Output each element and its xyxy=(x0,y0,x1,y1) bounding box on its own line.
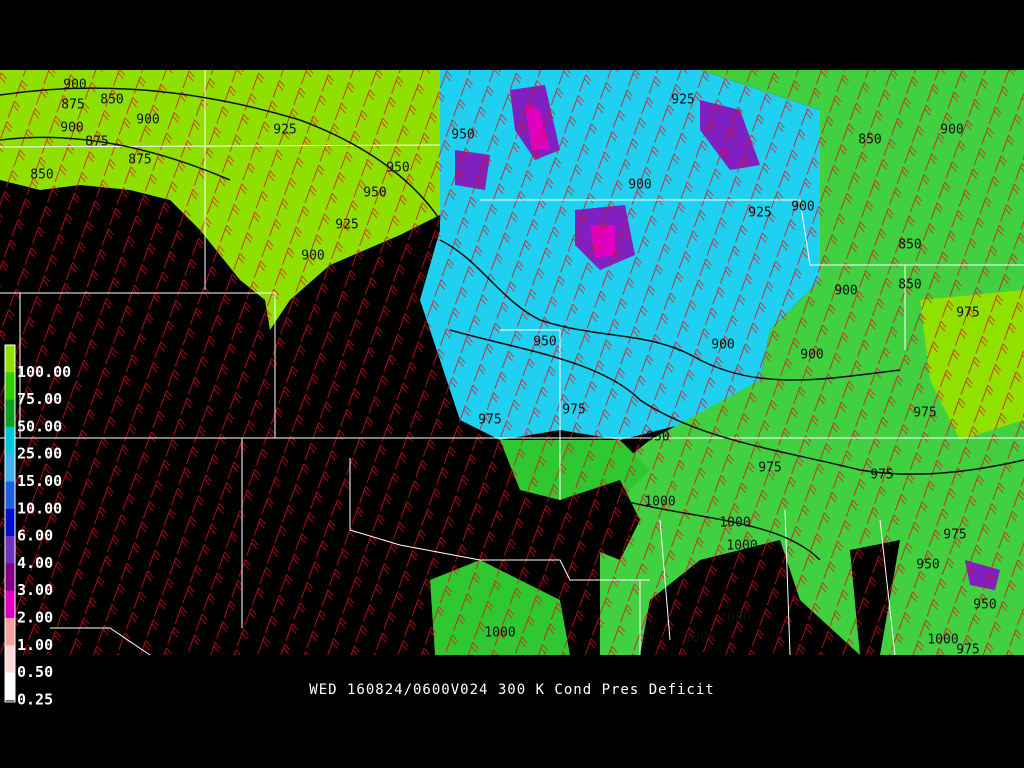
contour-label: 1000 xyxy=(719,516,750,531)
contour-label: 900 xyxy=(628,178,651,193)
map xyxy=(0,70,1024,656)
contour-label: 875 xyxy=(128,153,151,168)
contour-label: 900 xyxy=(791,200,814,215)
contour-label: 950 xyxy=(386,161,409,176)
contour-label: 900 xyxy=(834,284,857,299)
legend-label: 75.00 xyxy=(17,390,62,408)
wind-barbs xyxy=(0,70,1024,655)
legend-swatch xyxy=(5,590,15,619)
legend-label: 10.00 xyxy=(17,499,62,517)
contour-label: 950 xyxy=(533,335,556,350)
contour-label: 975 xyxy=(956,306,979,321)
legend-swatch xyxy=(5,454,15,482)
contour-label: 850 xyxy=(100,93,123,108)
legend-frame xyxy=(4,344,16,703)
legend-label: 6.00 xyxy=(17,527,53,545)
legend-label: 1.00 xyxy=(17,636,53,654)
legend: 100.00 75.00 50.00 25.00 15.00 10.00 6.00 4.00 3… xyxy=(4,344,71,708)
state-borders xyxy=(0,70,1024,656)
legend-label: 2.00 xyxy=(17,609,53,627)
legend-label: 25.00 xyxy=(17,445,62,463)
contour-label: 950 xyxy=(916,558,939,573)
contour-label: 1000 xyxy=(927,633,958,648)
contour-label: 850 xyxy=(898,278,921,293)
contour-label: 850 xyxy=(30,168,53,183)
contour-label: 1000 xyxy=(726,539,757,554)
contour-label: 975 xyxy=(956,643,979,658)
contour-label: 1000 xyxy=(719,611,750,626)
legend-label: 4.00 xyxy=(17,554,53,572)
contour-label: 925 xyxy=(671,93,694,108)
legend-swatch xyxy=(5,672,15,701)
legend-swatch xyxy=(5,426,15,455)
contour-label: 850 xyxy=(858,133,881,148)
legend-label: 3.00 xyxy=(17,581,53,599)
legend-swatch xyxy=(5,618,15,646)
legend-label: 100.00 xyxy=(17,363,71,381)
contour-label: 975 xyxy=(943,528,966,543)
contour-lines xyxy=(0,87,1024,561)
contour-label: 950 xyxy=(451,128,474,143)
legend-swatch xyxy=(5,563,15,592)
contour-label: 850 xyxy=(898,238,921,253)
legend-swatch xyxy=(5,508,15,537)
caption: WED 160824/0600V024 300 K Cond Pres Defi… xyxy=(309,682,714,698)
contour-label: 950 xyxy=(363,186,386,201)
contour-label: 900 xyxy=(711,338,734,353)
contour-label: 975 xyxy=(758,461,781,476)
contour-label: 925 xyxy=(748,206,771,221)
contour-label: 875 xyxy=(61,98,84,113)
contour-label: 925 xyxy=(273,123,296,138)
contour-label: 1000 xyxy=(644,495,675,510)
legend-swatch xyxy=(5,536,15,564)
contour-label: 975 xyxy=(870,468,893,483)
contour-label: 900 xyxy=(940,123,963,138)
legend-label: 0.50 xyxy=(17,663,53,681)
contour-label: 900 xyxy=(63,78,86,93)
contour-label: 900 xyxy=(800,348,823,363)
contour-label: 925 xyxy=(335,218,358,233)
legend-swatch xyxy=(5,399,15,428)
legend-swatch xyxy=(5,372,15,401)
contour-label: 900 xyxy=(136,113,159,128)
legend-swatch xyxy=(5,645,15,674)
contour-label: 975 xyxy=(913,406,936,421)
legend-swatch xyxy=(5,345,15,373)
legend-swatch xyxy=(5,481,15,510)
contour-label: 975 xyxy=(478,413,501,428)
contour-label: 875 xyxy=(85,135,108,150)
contour-label: 975 xyxy=(562,403,585,418)
contour-label: 900 xyxy=(301,249,324,264)
contour-label: 1000 xyxy=(484,626,515,641)
legend-label: 0.25 xyxy=(17,690,53,708)
contour-label: 950 xyxy=(973,598,996,613)
legend-label: 15.00 xyxy=(17,472,62,490)
contour-label: 900 xyxy=(60,121,83,136)
legend-label: 50.00 xyxy=(17,417,62,435)
contour-label: 1000 xyxy=(684,631,715,646)
contour-label: 950 xyxy=(646,430,669,445)
